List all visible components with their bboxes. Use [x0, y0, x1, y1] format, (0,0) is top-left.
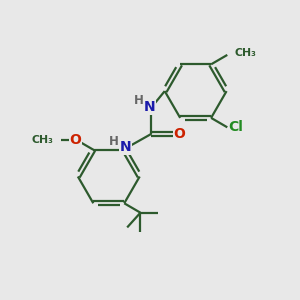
Text: CH₃: CH₃ [32, 135, 54, 145]
Text: O: O [173, 127, 185, 141]
Text: H: H [109, 135, 119, 148]
Text: CH₃: CH₃ [235, 48, 256, 59]
Text: N: N [120, 140, 131, 154]
Text: O: O [69, 133, 81, 147]
Text: N: N [143, 100, 155, 114]
Text: Cl: Cl [229, 120, 244, 134]
Text: H: H [134, 94, 144, 107]
